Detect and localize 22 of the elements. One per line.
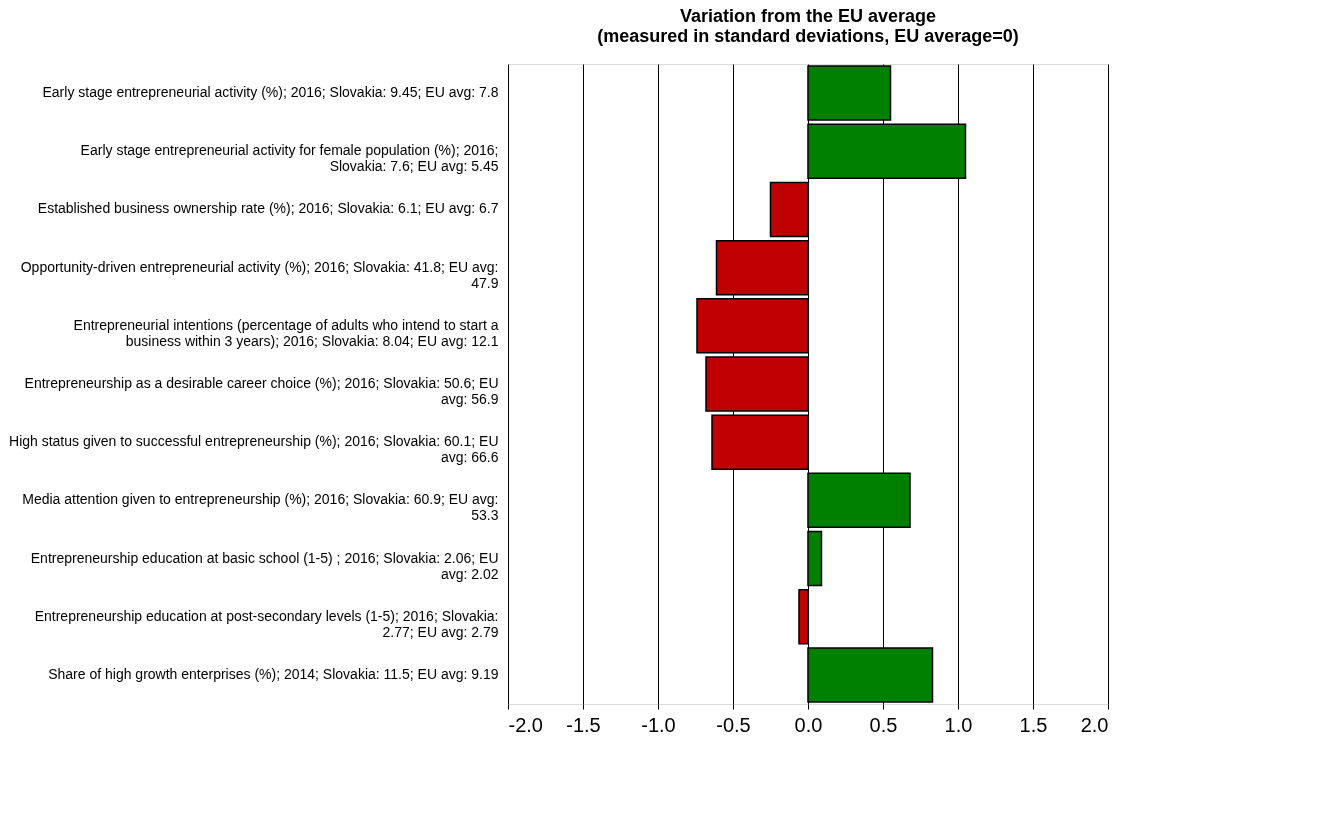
y-tick-label: Opportunity-driven entrepreneurial activity (%); 2016; Slovakia: 41.8; EU avg: 47.9 (20, 258, 499, 291)
text: (measured in standard deviations, EU average=0) (597, 26, 1019, 46)
y-tick-label: Media attention given to entrepreneurship (%); 2016; Slovakia: 60.9; EU avg: 53.3 (22, 491, 499, 524)
y-tick-label: Entrepreneurship education at post-secondary levels (1-5); 2016; Slovakia: 2.77; EU avg: 2.79 (34, 607, 499, 640)
x-tick-label: 0.0 (794, 713, 823, 736)
x-tick-label: 1.5 (1019, 713, 1048, 736)
x-tick-label: -1.0 (641, 713, 676, 736)
x-tick-label: 1.0 (944, 713, 973, 736)
x-tick-label: 0.5 (869, 713, 898, 736)
y-tick-label: Early stage entrepreneurial activity for female population (%); 2016; Slovakia: 7.6; EU avg: 5.45 (80, 142, 499, 175)
y-tick-label: Share of high growth enterprises (%); 2014; Slovakia: 11.5; EU avg: 9.19 (48, 665, 499, 682)
x-tick-label: 2.0 (1080, 713, 1109, 736)
y-tick-label: Entrepreneurial intentions (percentage of adults who intend to start a business within 3 years); 2016; Slovakia: 8.04; EU avg: 12.1 (73, 316, 499, 349)
x-tick-label: -1.5 (566, 713, 601, 736)
y-tick-label: Entrepreneurship as a desirable career choice (%); 2016; Slovakia: 50.6; EU avg: 56.9 (24, 375, 499, 407)
text: Variation from the EU average (679, 6, 937, 26)
y-tick-label: Entrepreneurship education at basic school (1-5) ; 2016; Slovakia: 2.06; EU avg: 2.02 (30, 549, 499, 582)
y-tick-label: High status given to successful entrepreneurship (%); 2016; Slovakia: 60.1; EU avg: 66.6 (9, 433, 499, 466)
x-tick-label: -0.5 (716, 713, 751, 736)
y-tick-label: Early stage entrepreneurial activity (%); 2016; Slovakia: 9.45; EU avg: 7.8 (42, 84, 499, 101)
y-tick-label: Established business ownership rate (%); 2016; Slovakia: 6.1; EU avg: 6.7 (37, 200, 499, 217)
x-tick-label: -2.0 (508, 713, 543, 736)
